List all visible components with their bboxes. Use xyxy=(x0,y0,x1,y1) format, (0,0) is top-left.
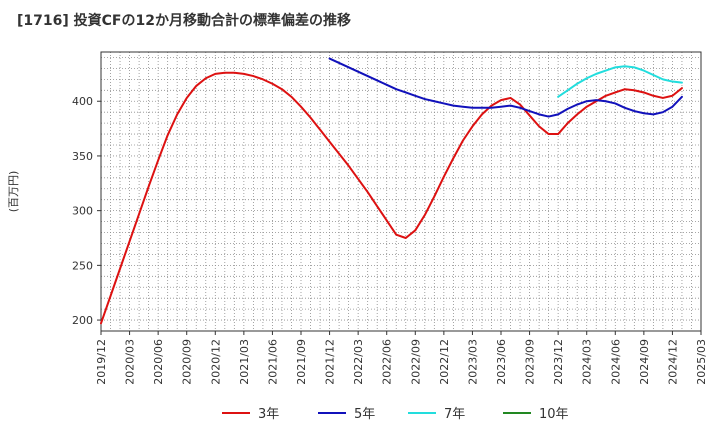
y-tick-label: 300 xyxy=(72,205,93,218)
series-lines xyxy=(100,57,683,325)
x-tick-label: 2020/06 xyxy=(152,339,165,385)
y-tick-label: 200 xyxy=(72,314,93,327)
x-tick-label: 2024/06 xyxy=(609,339,622,385)
series-line-3 xyxy=(557,65,683,98)
x-tick-label: 2023/03 xyxy=(466,339,479,385)
x-tick-label: 2021/09 xyxy=(295,339,308,385)
y-axis-label: (百万円) xyxy=(7,171,20,213)
x-tick-label: 2020/09 xyxy=(181,339,194,385)
x-tick-label: 2022/12 xyxy=(438,339,451,385)
y-tick-label: 250 xyxy=(72,259,93,272)
legend-label-2: 5年 xyxy=(354,407,375,422)
x-tick-label: 2021/06 xyxy=(266,339,279,385)
y-tick-label: 350 xyxy=(72,150,93,163)
x-tick-label: 2024/03 xyxy=(581,339,594,385)
x-tick-label: 2025/03 xyxy=(695,339,708,385)
x-tick-label: 2020/03 xyxy=(124,339,137,385)
x-tick-label: 2023/12 xyxy=(552,339,565,385)
x-tick-label: 2024/09 xyxy=(638,339,651,385)
y-tick-label: 400 xyxy=(72,95,93,108)
x-tick-label: 2019/12 xyxy=(95,339,108,385)
axes: 200 250 300 350 400 2019/12 2020/03 2020/06 2020… xyxy=(72,51,708,385)
x-tick-label: 2021/03 xyxy=(238,339,251,385)
x-tick-label: 2022/06 xyxy=(381,339,394,385)
x-tick-label: 2020/12 xyxy=(209,339,222,385)
series-line-2 xyxy=(328,57,683,118)
chart-title: [1716] 投資CFの12か月移動合計の標準偏差の推移 xyxy=(17,12,351,29)
x-tick-label: 2023/09 xyxy=(524,339,537,385)
gridlines xyxy=(100,52,702,331)
legend-label-4: 10年 xyxy=(539,407,569,422)
series-line-1 xyxy=(100,71,683,325)
x-tick-label: 2024/12 xyxy=(666,339,679,385)
plot-frame xyxy=(100,51,702,332)
legend-label-1: 3年 xyxy=(258,407,279,422)
x-tick-label: 2022/09 xyxy=(409,339,422,385)
legend-label-3: 7年 xyxy=(444,407,465,422)
x-tick-label: 2022/03 xyxy=(352,339,365,385)
x-tick-label: 2023/06 xyxy=(495,339,508,385)
legend: 3年 5年 7年 10年 xyxy=(222,407,569,422)
x-tick-label: 2021/12 xyxy=(324,339,337,385)
